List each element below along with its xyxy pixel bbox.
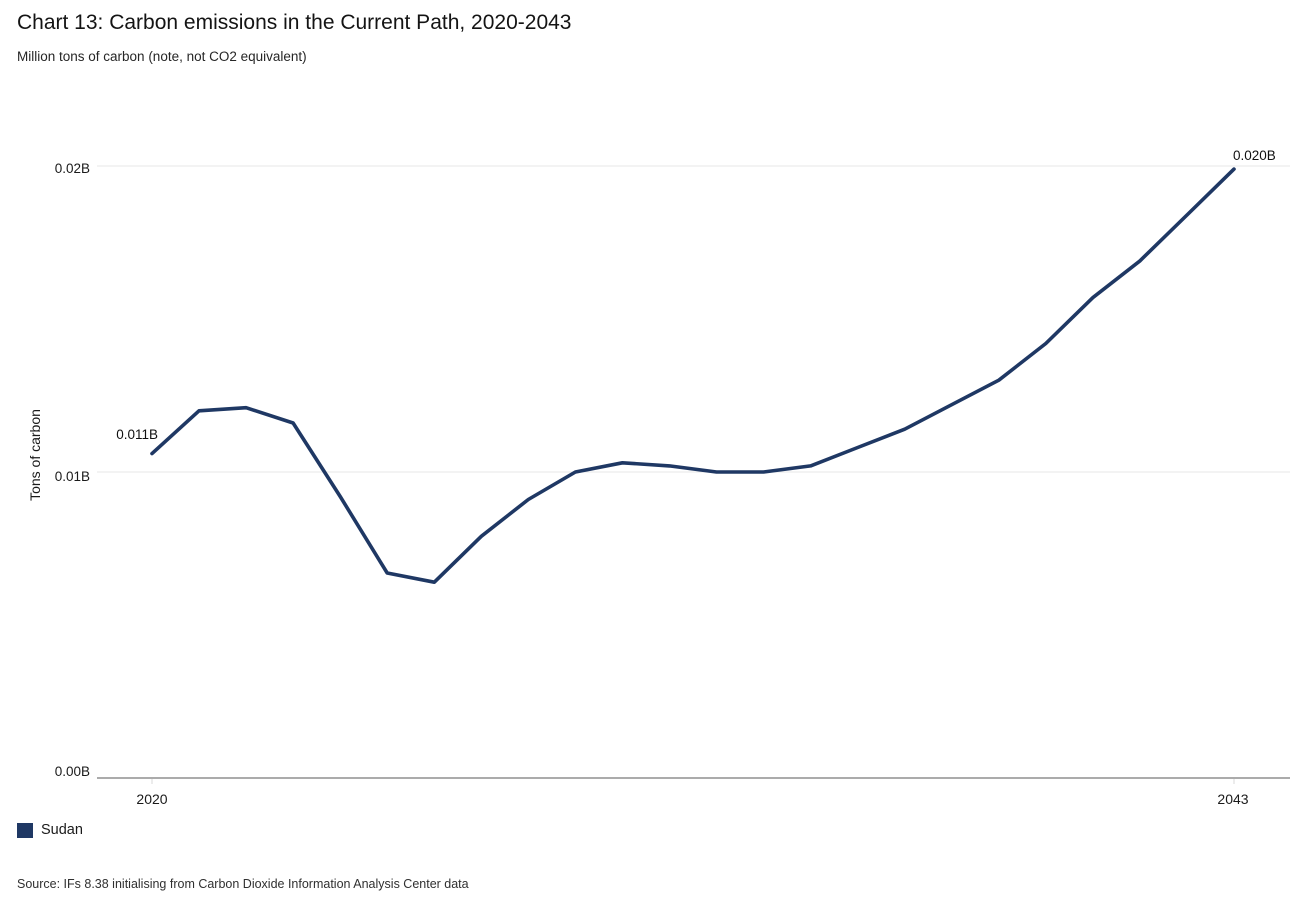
point-label-last: 0.020B bbox=[1233, 148, 1276, 163]
chart-title: Chart 13: Carbon emissions in the Curren… bbox=[17, 11, 572, 34]
point-label-first: 0.011B bbox=[116, 427, 158, 442]
series-line bbox=[150, 167, 1236, 585]
legend-swatch bbox=[17, 822, 33, 838]
y-axis-label-0.00B: 0.00B bbox=[54, 764, 90, 779]
chart-subtitle: Million tons of carbon (note, not CO2 eq… bbox=[17, 49, 307, 64]
x-axis-label-2043: 2043 bbox=[1217, 791, 1249, 807]
gridlines-layer bbox=[97, 165, 1290, 779]
y-axis-label-0.02B: 0.02B bbox=[54, 161, 90, 176]
legend-label: Sudan bbox=[41, 822, 83, 838]
tick-marks-layer bbox=[151, 779, 1235, 784]
legend: Sudan bbox=[17, 822, 83, 838]
y-axis-title: Tons of carbon bbox=[27, 409, 43, 501]
x-axis-label-2020: 2020 bbox=[136, 791, 168, 807]
y-axis-label-0.01B: 0.01B bbox=[54, 469, 90, 484]
source-note: Source: IFs 8.38 initialising from Carbo… bbox=[17, 877, 469, 891]
